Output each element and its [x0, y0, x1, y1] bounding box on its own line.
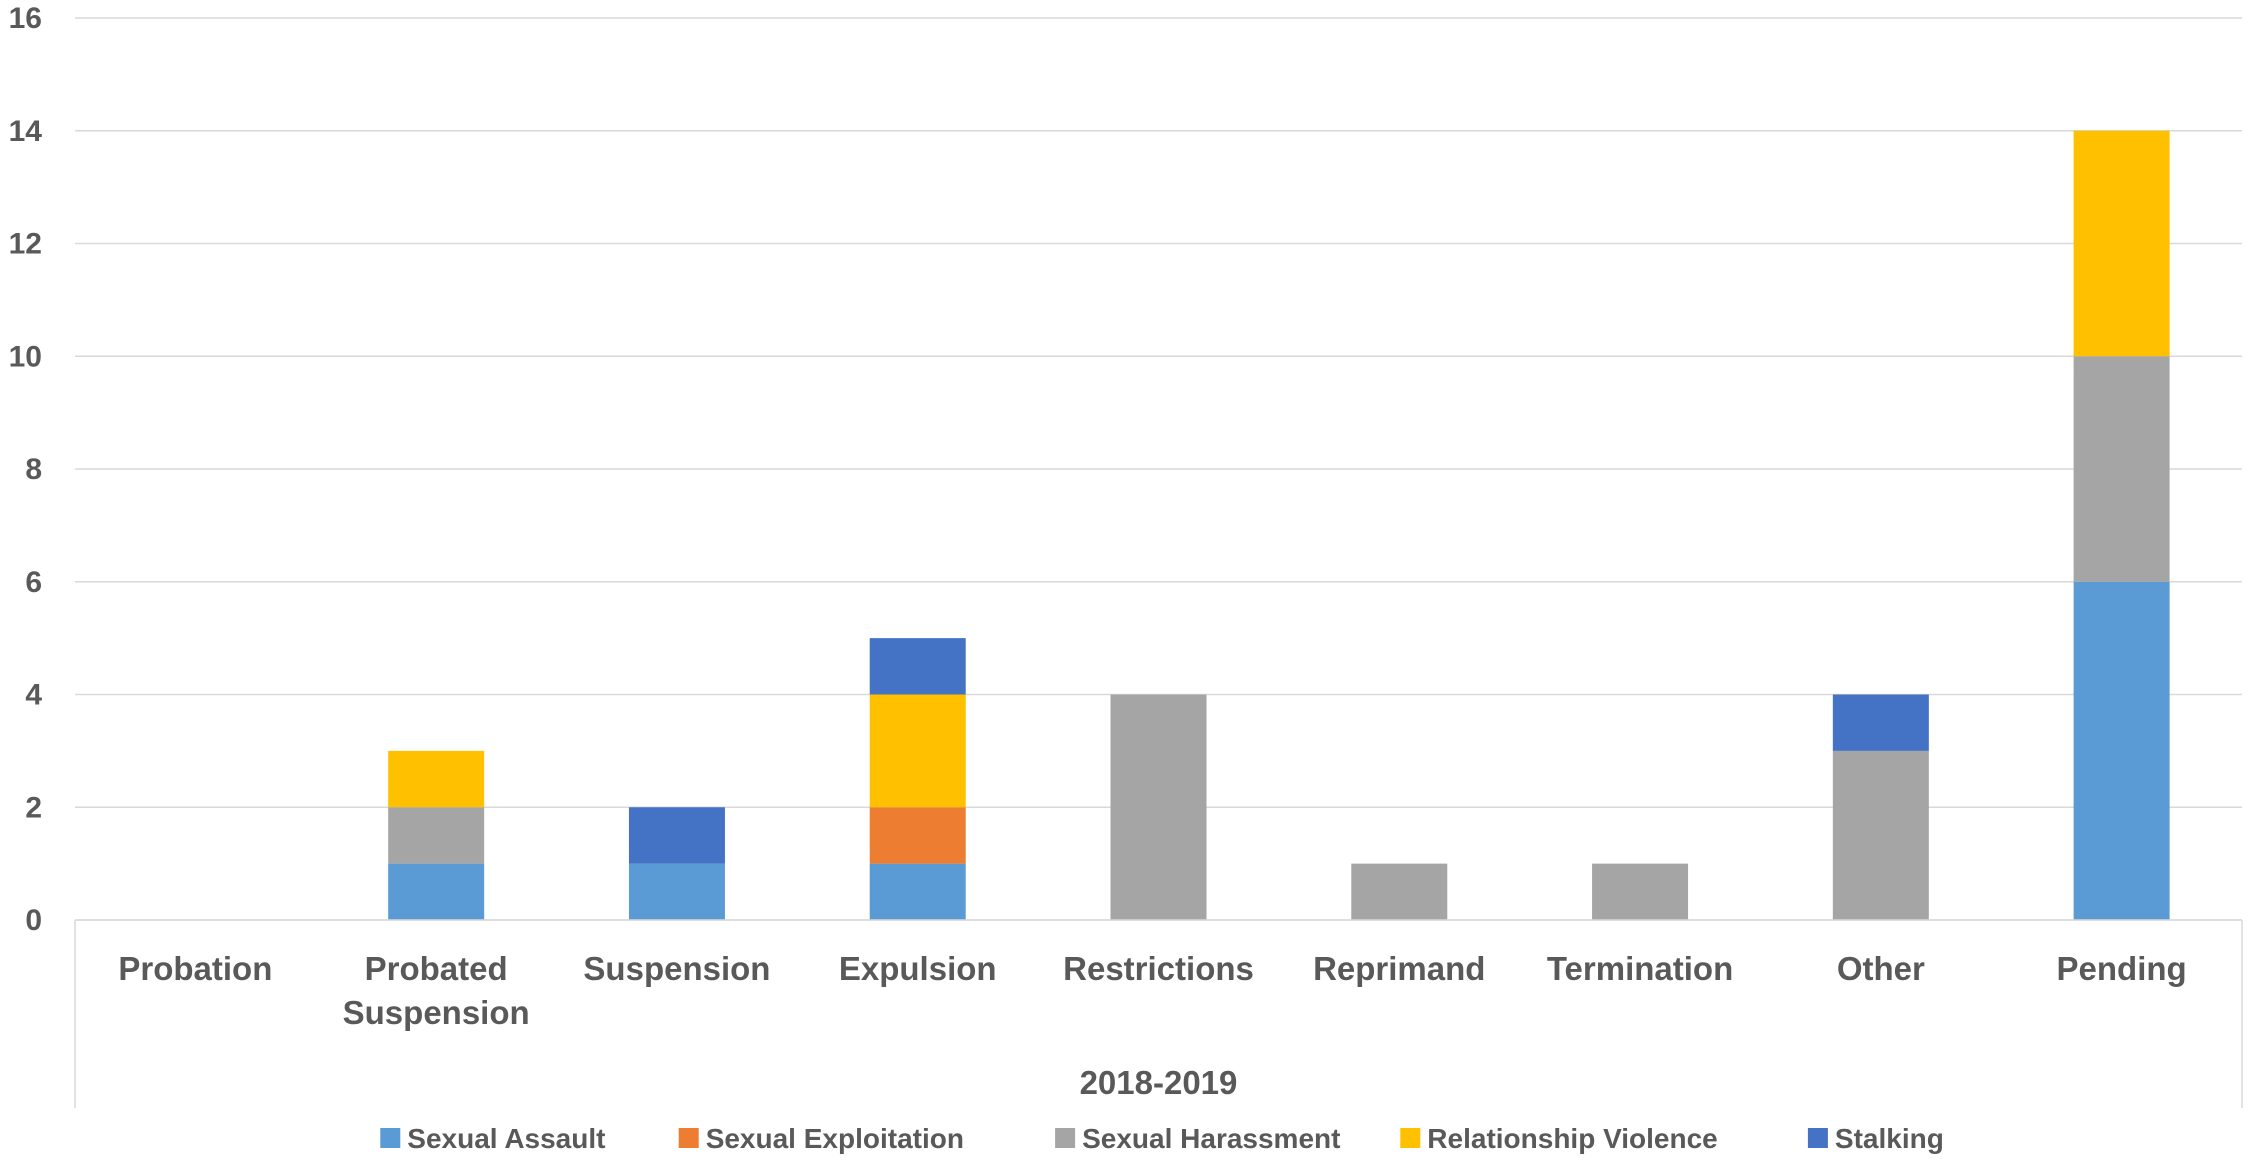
bar-segment	[388, 807, 485, 864]
bar-segment	[2073, 581, 2170, 920]
legend-swatch	[1055, 1128, 1076, 1148]
legend-swatch	[1400, 1128, 1421, 1148]
y-tick-label: 10	[9, 340, 42, 373]
x-tick-label: Termination	[1547, 950, 1733, 987]
y-tick-label: 14	[9, 115, 43, 148]
x-tick-label: Probation	[118, 950, 272, 987]
y-tick-label: 8	[25, 453, 42, 486]
bar-segment	[869, 863, 966, 920]
legend: Sexual Assault Sexual Exploitation Sexual …	[380, 1123, 1944, 1154]
legend-swatch	[678, 1128, 699, 1148]
bar-segment	[1832, 750, 1929, 920]
bar-segment	[628, 807, 725, 864]
bar-segment	[1592, 863, 1689, 920]
x-tick-label: Reprimand	[1313, 950, 1485, 987]
bar-segment	[628, 863, 725, 920]
bar-segment	[388, 750, 485, 808]
group-label: 2018-2019	[1080, 1064, 1238, 1101]
legend-label: Stalking	[1835, 1123, 1944, 1154]
x-tick-label: Pending	[2057, 950, 2187, 987]
bar-segment	[869, 807, 966, 864]
legend-label: Sexual Assault	[407, 1123, 605, 1154]
legend-label: Sexual Harassment	[1082, 1123, 1340, 1154]
y-tick-label: 2	[25, 791, 42, 824]
bar-segment	[1110, 694, 1207, 920]
x-tick-label: Other	[1837, 950, 1925, 987]
bar-segment	[2073, 130, 2170, 357]
legend-label: Relationship Violence	[1427, 1123, 1717, 1154]
bars	[388, 130, 2170, 920]
x-tick-label: Probated Suspension	[343, 950, 530, 1031]
y-tick-label: 16	[9, 2, 42, 35]
legend-label: Sexual Exploitation	[706, 1123, 964, 1154]
y-tick-label: 0	[25, 904, 42, 937]
axes: 0 2 4 6 8 10 12 14 16 Probation Probated Suspension…	[9, 2, 2243, 1108]
bar-segment	[1832, 694, 1929, 751]
legend-swatch	[380, 1128, 401, 1148]
y-tick-label: 12	[9, 228, 42, 261]
y-tick-label: 6	[25, 566, 42, 599]
legend-swatch	[1807, 1128, 1828, 1148]
x-tick-label: Expulsion	[839, 950, 997, 987]
bar-segment	[869, 694, 966, 808]
y-tick-label: 4	[25, 679, 42, 712]
bar-segment	[388, 863, 485, 920]
bar-segment	[2073, 356, 2170, 582]
x-tick-label: Restrictions	[1063, 950, 1254, 987]
x-tick-label: Suspension	[583, 950, 770, 987]
bar-segment	[1351, 863, 1448, 920]
bar-segment	[869, 638, 966, 695]
